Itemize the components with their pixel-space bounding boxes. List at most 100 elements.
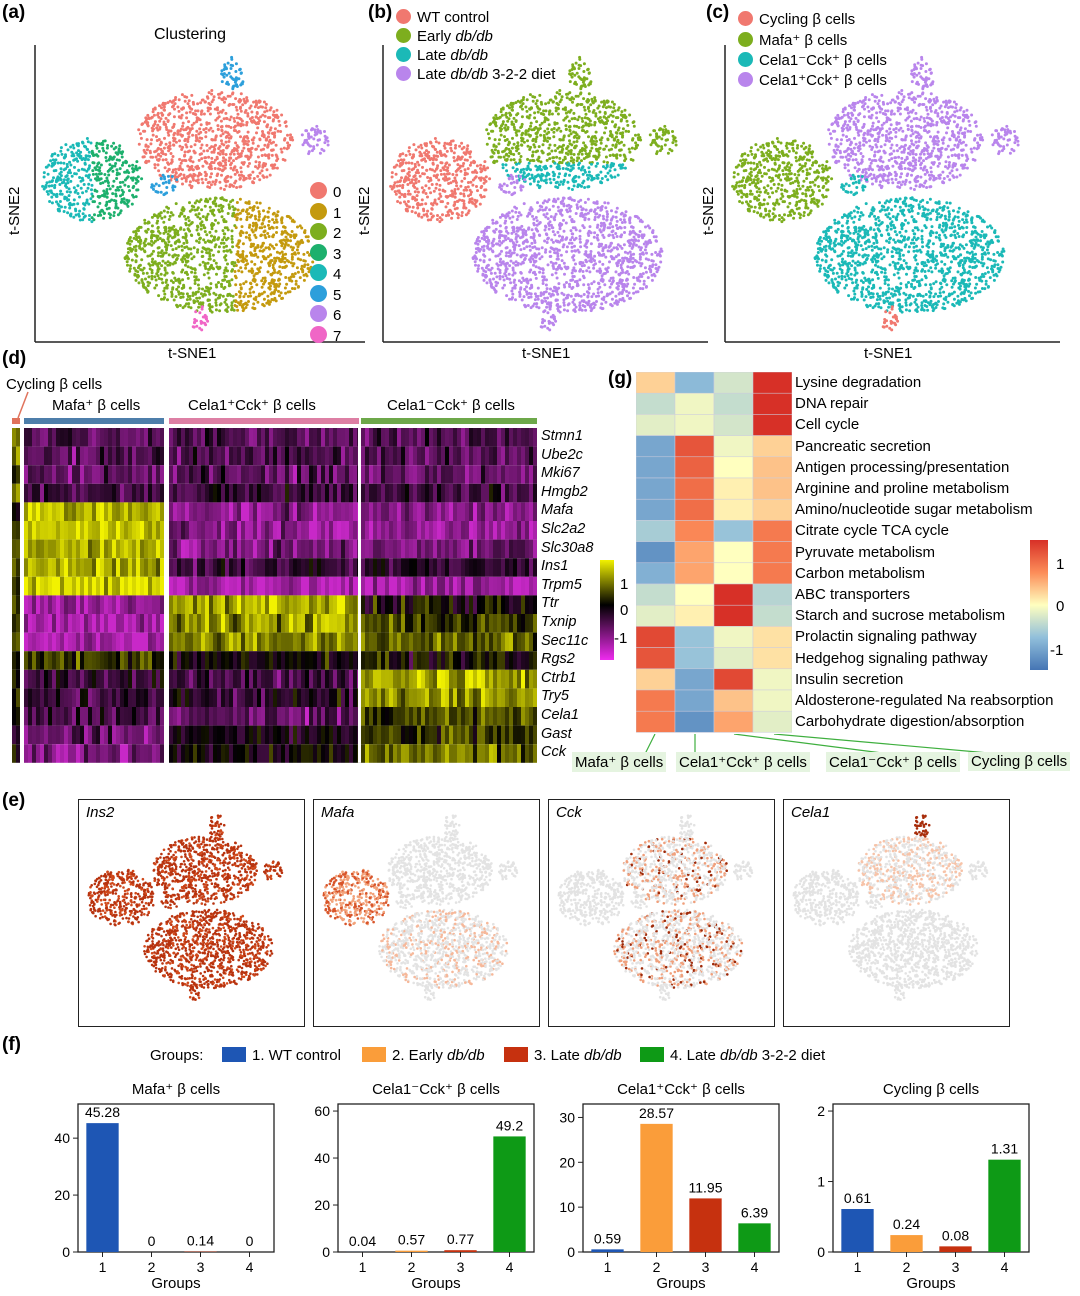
legend-item-4: 4 <box>310 264 341 283</box>
panel-a-label: (a) <box>2 2 26 23</box>
x-tick-label: 4 <box>1001 1259 1009 1275</box>
bar-chart-title: Cycling β cells <box>883 1081 979 1098</box>
panel-b-xlabel: t-SNE1 <box>522 345 571 362</box>
groups-legend-item-2: 2. Early db/db <box>362 1047 485 1064</box>
groups-legend-item-4: 4. Late db/db 3-2-2 diet <box>640 1047 825 1064</box>
gene-label-sec11c: Sec11c <box>541 632 589 649</box>
x-tick-label: 2 <box>408 1259 416 1275</box>
bar-chart-3: Cela1⁺Cck⁺ β cells 0 10 20 30 0.59 1 28.57 2 11.9… <box>559 1081 780 1290</box>
y-tick-label: 30 <box>559 1109 575 1125</box>
panel-c-label: (c) <box>706 2 730 23</box>
gene-label-mki67: Mki67 <box>541 465 580 482</box>
plot-frame <box>337 1103 535 1253</box>
y-tick-label: 40 <box>314 1150 330 1166</box>
panel-e-label: (e) <box>2 790 26 811</box>
legend-item-3: Late db/db 3-2-2 diet <box>396 66 555 83</box>
pathway-label-9: Carbon metabolism <box>795 564 926 582</box>
bar-value-label: 0.08 <box>942 1227 969 1243</box>
gene-label-rgs2: Rgs2 <box>541 651 575 668</box>
col-label-cela1pos: Cela1⁺Cck⁺ β cells <box>676 752 810 772</box>
cela1neg-group-label: Cela1⁻Cck⁺ β cells <box>387 397 515 414</box>
bar-value-label: 0.14 <box>187 1233 214 1249</box>
bar-chart-title: Cela1⁻Cck⁺ β cells <box>372 1081 500 1098</box>
legend-text-italic: db/db <box>455 28 493 45</box>
y-tick-label: 40 <box>54 1130 70 1146</box>
legend-item-2: 2 <box>310 223 341 242</box>
bar-group-3 <box>939 1246 972 1252</box>
gene-label-ttr: Ttr <box>541 595 559 612</box>
legend-text: WT control <box>417 9 490 26</box>
gene-label-cela1: Cela1 <box>541 707 579 723</box>
bar-value-label: 0.59 <box>594 1230 621 1246</box>
panel-c-xlabel: t-SNE1 <box>864 345 913 362</box>
legend-swatch <box>310 284 327 302</box>
bar-group-2 <box>395 1250 428 1252</box>
legend-text: Cela1⁺Cck⁺ β cells <box>759 72 887 89</box>
panel-b-label: (b) <box>368 2 393 23</box>
groups-legend-text: 2. Early <box>392 1047 448 1064</box>
panel-a-xlabel: t-SNE1 <box>168 345 217 362</box>
legend-text: 7 <box>333 327 342 345</box>
legend-item-6: 6 <box>310 305 341 324</box>
x-tick-label: 1 <box>359 1259 367 1275</box>
panel-c-ylabel: t-SNE2 <box>700 186 717 235</box>
bar-value-label: 11.95 <box>689 1179 723 1195</box>
legend-swatch <box>396 66 411 81</box>
panel-g-label: (g) <box>608 368 633 389</box>
x-axis-label: Groups <box>656 1275 705 1290</box>
pathway-label-13: Hedgehog signaling pathway <box>795 649 988 667</box>
legend-swatch <box>396 47 411 62</box>
y-tick-label: 2 <box>817 1103 825 1119</box>
bar-group-2 <box>640 1123 673 1252</box>
pathway-label-8: Pyruvate metabolism <box>795 543 936 561</box>
x-tick-label: 3 <box>952 1259 960 1275</box>
groups-legend-text-italic: db/db <box>447 1047 485 1064</box>
panel-a-title: Clustering <box>153 26 227 43</box>
legend-swatch <box>310 305 327 322</box>
plot-frame <box>832 1103 1030 1253</box>
legend-swatch <box>310 264 327 281</box>
plot-frame <box>77 1103 275 1253</box>
legend-swatch <box>738 32 753 47</box>
cycling-group-label: Cycling β cells <box>6 376 103 393</box>
legend-text: Cela1⁻Cck⁺ β cells <box>759 52 887 69</box>
bar-group-1 <box>86 1123 119 1252</box>
legend-text: 0 <box>333 184 342 201</box>
gene-label-stmn1: Stmn1 <box>541 428 583 444</box>
bar-group-1 <box>841 1209 874 1252</box>
pathway-label-15: Aldosterone-regulated Na reabsorption <box>795 692 1054 709</box>
heatmap-g-colorbar <box>1030 540 1048 670</box>
y-tick-label: 0 <box>62 1244 70 1260</box>
y-tick-label: 20 <box>54 1187 70 1203</box>
x-tick-label: 2 <box>148 1259 156 1275</box>
bar-value-label: 0 <box>246 1233 254 1249</box>
groups-legend-swatch <box>362 1047 386 1062</box>
bar-group-4 <box>738 1223 771 1252</box>
gene-heatmap <box>12 418 537 763</box>
groups-legend-text: 3. Late <box>534 1047 585 1064</box>
legend-text-italic: db/db <box>450 47 488 64</box>
gene-label-cck: Cck <box>541 744 566 761</box>
groups-legend-swatch <box>222 1047 246 1062</box>
bar-value-label: 45.28 <box>85 1104 120 1120</box>
legend-text: 1 <box>333 204 342 222</box>
x-tick-label: 2 <box>903 1259 911 1275</box>
bar-value-label: 0 <box>148 1233 156 1249</box>
legend-text: Late <box>417 66 451 83</box>
groups-legend-text-italic: db/db <box>584 1047 622 1064</box>
bar-value-label: 6.39 <box>741 1204 768 1220</box>
bar-value-label: 28.57 <box>639 1105 674 1121</box>
legend-item-0: WT control <box>396 9 489 26</box>
feature-plot-cck: Cck <box>548 799 775 1027</box>
bar-group-4 <box>988 1159 1021 1252</box>
legend-swatch <box>310 325 327 343</box>
bar-group-3 <box>689 1198 722 1252</box>
legend-swatch <box>396 28 411 43</box>
y-tick-label: 0 <box>567 1244 575 1260</box>
gene-label-trpm5: Trpm5 <box>541 576 582 593</box>
legend-item-2: Cela1⁻Cck⁺ β cells <box>738 51 887 69</box>
groups-legend-text: 4. Late <box>670 1047 721 1064</box>
colorbar-g-tick-1: 1 <box>1056 556 1065 573</box>
col-label-cycling: Cycling β cells <box>968 752 1071 771</box>
legend-swatch <box>310 182 327 199</box>
